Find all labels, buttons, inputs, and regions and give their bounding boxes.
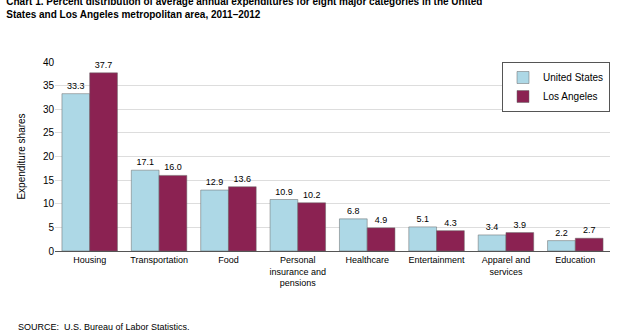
svg-text:SOURCE: U.S. Bureau of Labor: SOURCE: U.S. Bureau of Labor Statistics. bbox=[18, 322, 190, 332]
svg-text:Healthcare: Healthcare bbox=[345, 255, 389, 265]
svg-text:17.1: 17.1 bbox=[136, 157, 154, 167]
svg-text:12.9: 12.9 bbox=[206, 177, 224, 187]
svg-text:15: 15 bbox=[43, 175, 55, 186]
svg-text:Chart 1. Percent distribution: Chart 1. Percent distribution of average… bbox=[6, 0, 482, 20]
svg-text:30: 30 bbox=[43, 104, 55, 115]
svg-text:Education: Education bbox=[555, 255, 595, 265]
svg-text:35: 35 bbox=[43, 80, 55, 91]
svg-text:5.1: 5.1 bbox=[416, 214, 429, 224]
svg-text:Food: Food bbox=[218, 255, 239, 265]
svg-text:10.2: 10.2 bbox=[303, 190, 321, 200]
svg-text:United States: United States bbox=[543, 72, 603, 83]
svg-text:40: 40 bbox=[43, 57, 55, 68]
svg-text:3.4: 3.4 bbox=[486, 222, 499, 232]
svg-text:37.7: 37.7 bbox=[95, 60, 113, 70]
svg-text:0: 0 bbox=[48, 246, 54, 257]
svg-text:4.3: 4.3 bbox=[444, 218, 457, 228]
svg-text:Entertainment: Entertainment bbox=[409, 255, 466, 265]
svg-text:10.9: 10.9 bbox=[275, 187, 293, 197]
svg-text:6.8: 6.8 bbox=[347, 206, 360, 216]
svg-text:10: 10 bbox=[43, 198, 55, 209]
svg-text:Expenditure shares: Expenditure shares bbox=[16, 113, 27, 199]
svg-text:5: 5 bbox=[48, 222, 54, 233]
svg-text:2.7: 2.7 bbox=[583, 225, 596, 235]
svg-text:Transportation: Transportation bbox=[130, 255, 188, 265]
svg-text:25: 25 bbox=[43, 127, 55, 138]
svg-text:2.2: 2.2 bbox=[555, 228, 568, 238]
svg-text:3.9: 3.9 bbox=[514, 220, 527, 230]
svg-text:20: 20 bbox=[43, 151, 55, 162]
svg-text:13.6: 13.6 bbox=[234, 174, 252, 184]
svg-text:33.3: 33.3 bbox=[67, 81, 85, 91]
svg-text:Los Angeles: Los Angeles bbox=[543, 91, 598, 102]
svg-text:Housing: Housing bbox=[73, 255, 106, 265]
svg-text:Apparel andservices: Apparel andservices bbox=[482, 255, 531, 277]
svg-text:4.9: 4.9 bbox=[375, 215, 388, 225]
svg-text:Personalinsurance andpensions: Personalinsurance andpensions bbox=[270, 255, 327, 288]
svg-text:16.0: 16.0 bbox=[164, 162, 182, 172]
